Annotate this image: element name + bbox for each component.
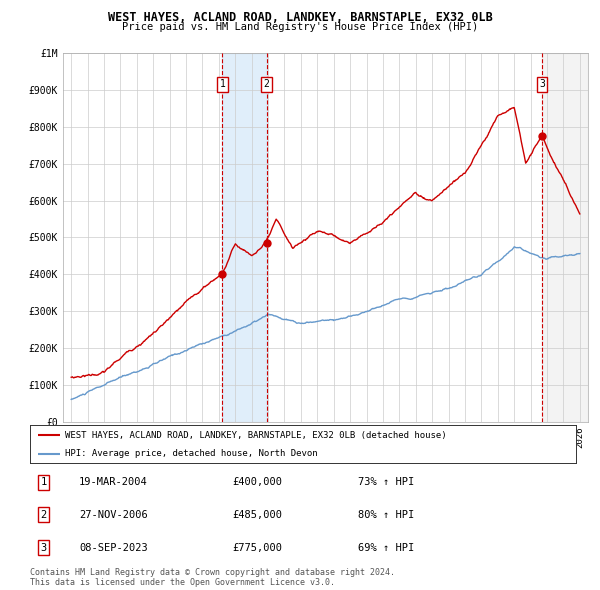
Bar [223,53,266,422]
Text: 27-NOV-2006: 27-NOV-2006 [79,510,148,520]
Text: 69% ↑ HPI: 69% ↑ HPI [358,543,414,553]
Text: 73% ↑ HPI: 73% ↑ HPI [358,477,414,487]
Text: 08-SEP-2023: 08-SEP-2023 [79,543,148,553]
Text: £485,000: £485,000 [232,510,282,520]
Text: WEST HAYES, ACLAND ROAD, LANDKEY, BARNSTAPLE, EX32 0LB: WEST HAYES, ACLAND ROAD, LANDKEY, BARNST… [107,11,493,24]
Text: Contains HM Land Registry data © Crown copyright and database right 2024.
This d: Contains HM Land Registry data © Crown c… [30,568,395,587]
Text: HPI: Average price, detached house, North Devon: HPI: Average price, detached house, Nort… [65,449,318,458]
Text: 3: 3 [41,543,47,553]
Text: Price paid vs. HM Land Registry's House Price Index (HPI): Price paid vs. HM Land Registry's House … [122,22,478,32]
Text: 19-MAR-2004: 19-MAR-2004 [79,477,148,487]
Text: 80% ↑ HPI: 80% ↑ HPI [358,510,414,520]
Bar [542,53,588,422]
Text: £775,000: £775,000 [232,543,282,553]
Text: WEST HAYES, ACLAND ROAD, LANDKEY, BARNSTAPLE, EX32 0LB (detached house): WEST HAYES, ACLAND ROAD, LANDKEY, BARNST… [65,431,447,440]
Text: 3: 3 [539,80,545,90]
Text: 2: 2 [41,510,47,520]
Bar [542,53,588,422]
Text: 2: 2 [263,80,269,90]
Text: £400,000: £400,000 [232,477,282,487]
Text: 1: 1 [41,477,47,487]
Text: 1: 1 [220,80,225,90]
